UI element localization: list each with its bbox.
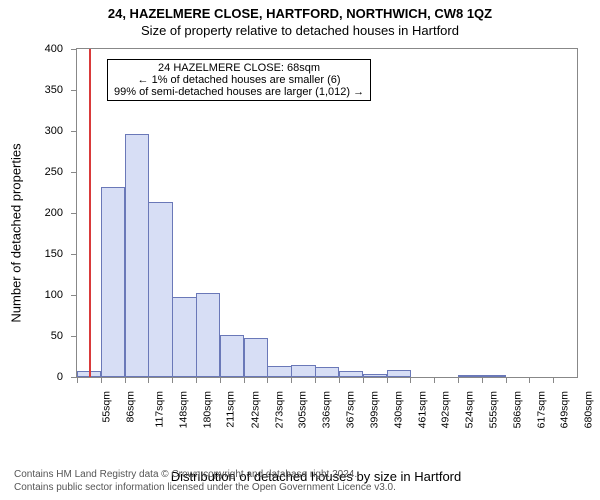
bar [387, 370, 411, 377]
bar [339, 371, 363, 377]
x-tick-label: 148sqm [178, 391, 190, 428]
x-tick [172, 377, 173, 383]
x-tick-label: 492sqm [440, 391, 452, 428]
x-tick [506, 377, 507, 383]
footer-line-2: Contains public sector information licen… [14, 482, 590, 495]
y-tick-label: 50 [23, 330, 63, 342]
x-tick-label: 336sqm [321, 391, 333, 428]
page: 24, HAZELMERE CLOSE, HARTFORD, NORTHWICH… [0, 0, 600, 500]
x-tick [77, 377, 78, 383]
bar [172, 297, 196, 377]
y-tick-label: 200 [23, 207, 63, 219]
x-tick [458, 377, 459, 383]
x-tick-label: 242sqm [249, 391, 261, 428]
x-tick-label: 305sqm [297, 391, 309, 428]
y-tick-label: 100 [23, 289, 63, 301]
x-tick-label: 211sqm [225, 391, 237, 428]
x-tick [529, 377, 530, 383]
bar [291, 365, 315, 377]
x-tick-label: 586sqm [511, 391, 523, 428]
x-tick [291, 377, 292, 383]
y-tick-label: 350 [23, 84, 63, 96]
x-tick [125, 377, 126, 383]
x-tick [101, 377, 102, 383]
y-tick [71, 254, 77, 255]
x-tick [339, 377, 340, 383]
x-tick [220, 377, 221, 383]
bar [315, 367, 339, 377]
x-tick-label: 524sqm [464, 391, 476, 428]
y-tick [71, 49, 77, 50]
bar [148, 202, 172, 377]
y-tick [71, 336, 77, 337]
bar [220, 335, 244, 377]
bar [125, 134, 149, 377]
y-tick [71, 295, 77, 296]
x-tick-label: 649sqm [559, 391, 571, 428]
y-axis-title: Number of detached properties [9, 143, 24, 322]
bar [482, 375, 506, 377]
info-box: 24 HAZELMERE CLOSE: 68sqm ← 1% of detach… [107, 59, 371, 101]
chart: Number of detached properties 24 HAZELME… [46, 48, 586, 418]
x-tick [148, 377, 149, 383]
x-tick [244, 377, 245, 383]
x-tick-label: 399sqm [368, 391, 380, 428]
x-tick [196, 377, 197, 383]
bar [267, 366, 291, 377]
footer-line-1: Contains HM Land Registry data © Crown c… [14, 469, 590, 482]
x-tick-label: 117sqm [153, 391, 165, 428]
page-subtitle: Size of property relative to detached ho… [0, 21, 600, 38]
x-tick [482, 377, 483, 383]
info-line-3: 99% of semi-detached houses are larger (… [114, 86, 364, 98]
x-tick [434, 377, 435, 383]
y-tick-label: 250 [23, 166, 63, 178]
marker-line [89, 49, 91, 377]
y-tick-label: 400 [23, 43, 63, 55]
info-line-1: 24 HAZELMERE CLOSE: 68sqm [114, 62, 364, 74]
x-tick [387, 377, 388, 383]
y-tick [71, 131, 77, 132]
bar [244, 338, 268, 377]
bar [196, 293, 220, 377]
x-tick-label: 273sqm [273, 391, 285, 428]
x-tick-label: 180sqm [202, 391, 214, 428]
y-tick-label: 150 [23, 248, 63, 260]
x-tick-label: 55sqm [101, 391, 113, 423]
x-tick-label: 430sqm [392, 391, 404, 428]
bar [101, 187, 125, 377]
x-tick-label: 555sqm [487, 391, 499, 428]
x-tick [410, 377, 411, 383]
x-tick [553, 377, 554, 383]
page-title: 24, HAZELMERE CLOSE, HARTFORD, NORTHWICH… [0, 0, 600, 21]
y-tick [71, 213, 77, 214]
bar [363, 374, 387, 377]
x-tick-label: 461sqm [416, 391, 428, 428]
x-tick-label: 680sqm [583, 391, 595, 428]
plot-area: 24 HAZELMERE CLOSE: 68sqm ← 1% of detach… [76, 48, 578, 378]
x-tick-label: 86sqm [124, 391, 136, 423]
x-tick [363, 377, 364, 383]
bar [458, 375, 482, 377]
x-tick-label: 367sqm [344, 391, 356, 428]
x-tick [267, 377, 268, 383]
x-tick-label: 617sqm [535, 391, 547, 428]
y-tick-label: 300 [23, 125, 63, 137]
info-line-2: ← 1% of detached houses are smaller (6) [114, 74, 364, 86]
y-tick-label: 0 [23, 371, 63, 383]
x-tick [315, 377, 316, 383]
footer: Contains HM Land Registry data © Crown c… [14, 469, 590, 494]
y-tick [71, 90, 77, 91]
y-tick [71, 172, 77, 173]
